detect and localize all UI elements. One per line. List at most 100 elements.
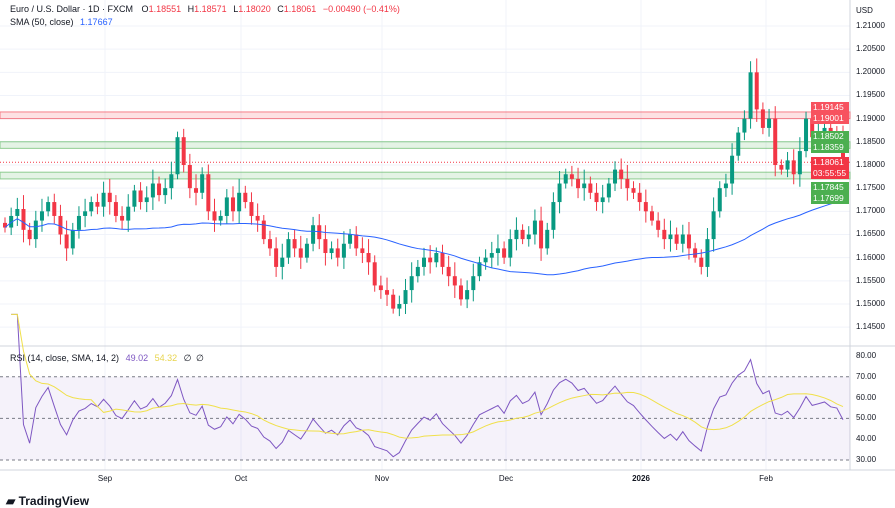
candle-body [150,183,155,198]
candle-body [760,109,765,128]
candle-body [187,164,192,189]
candle-body [711,211,716,240]
candle-body [144,197,149,203]
candle-body [218,215,223,221]
candle-body [730,155,735,184]
candle-body [495,248,500,254]
price-tick: 1.18500 [856,136,885,146]
rsi-legend[interactable]: RSI (14, close, SMA, 14, 2) 49.02 54.32 … [10,353,204,364]
candle-body [514,229,519,240]
candle-body [286,239,291,258]
candle-body [594,192,599,203]
candle-body [9,215,14,228]
candle-body [317,225,322,240]
candle-body [157,183,162,196]
candle-body [311,225,316,244]
price-tick: 1.16500 [856,229,885,239]
candle-body [668,234,673,240]
candle-body [132,190,137,207]
candle-body [767,118,772,128]
price-tag: 03:55:55 [811,168,849,179]
candle-body [810,118,815,138]
time-tick: Nov [374,474,390,483]
candle-body [705,239,710,267]
candle-body [113,202,118,216]
candle-body [206,174,211,212]
candle-body [619,169,624,179]
candle-body [434,253,439,263]
candle-body [699,257,704,267]
candle-body [335,248,340,258]
low-value: 1.18020 [238,4,271,14]
sma-legend[interactable]: SMA (50, close) 1.17667 [10,17,113,27]
candle-body [83,211,88,216]
candle-body [785,160,790,170]
price-tag: 1.18502 [811,131,849,142]
rsi-tick: 30.00 [856,455,877,464]
candle-body [742,118,747,133]
candle-body [773,118,778,165]
candle-body [779,164,784,170]
sma-label: SMA (50, close) [10,17,74,27]
close-label: C [277,4,284,14]
candle-body [693,248,698,258]
candle-body [107,192,112,203]
open-label: O [141,4,149,14]
candle-body [354,234,359,249]
candle-body [569,174,574,179]
candle-body [126,206,131,221]
sr-zone [0,171,851,180]
price-tick: 1.19500 [856,90,885,100]
candle-body [212,211,217,221]
candle-body [200,174,205,193]
open-value: 1.18551 [148,4,182,14]
candle-body [625,178,630,189]
candle-body [680,234,685,244]
price-tick: 1.15000 [856,298,885,308]
candle-body [70,229,75,249]
candle-body [397,303,402,309]
candle-body [64,234,69,249]
time-tick: Feb [759,474,773,483]
candle-body [237,192,242,212]
candle-body [422,257,426,267]
time-tick: Oct [234,474,248,483]
candle-body [440,253,445,267]
candle-body [181,137,186,165]
candle-body [489,253,494,258]
candle-body [600,197,605,203]
candle-body [532,220,537,235]
sma-value: 1.17667 [80,17,113,27]
symbol-legend[interactable]: Euro / U.S. Dollar · 1D · FXCM O1.18551 … [10,4,400,14]
candle-body [649,211,654,221]
candle-body [582,183,587,189]
change-value: −0.00490 (−0.41%) [322,4,400,14]
sr-zone [0,111,851,120]
candle-body [341,243,346,258]
candle-body [261,220,266,240]
price-tag: 1.18061 [811,157,849,168]
candle-body [366,253,371,263]
candle-body [576,178,581,189]
candle-body [391,294,396,309]
candle-body [563,174,568,184]
candle-body [3,222,7,228]
candle-body [89,202,94,212]
candle-body [471,276,476,291]
candle-body [520,229,525,240]
price-tag: 1.19001 [811,113,849,124]
candle-body [175,137,180,175]
price-tag: 1.17699 [811,193,849,204]
candle-body [33,220,38,240]
candle-body [606,183,611,198]
high-value: 1.18571 [194,4,227,14]
candle-body [403,290,408,304]
candle-body [372,262,377,286]
close-value: 1.18061 [283,4,317,14]
candle-body [588,183,593,193]
rsi-sma-line [11,313,844,439]
rsi-value: 49.02 [125,353,149,363]
candle-body [267,239,272,249]
